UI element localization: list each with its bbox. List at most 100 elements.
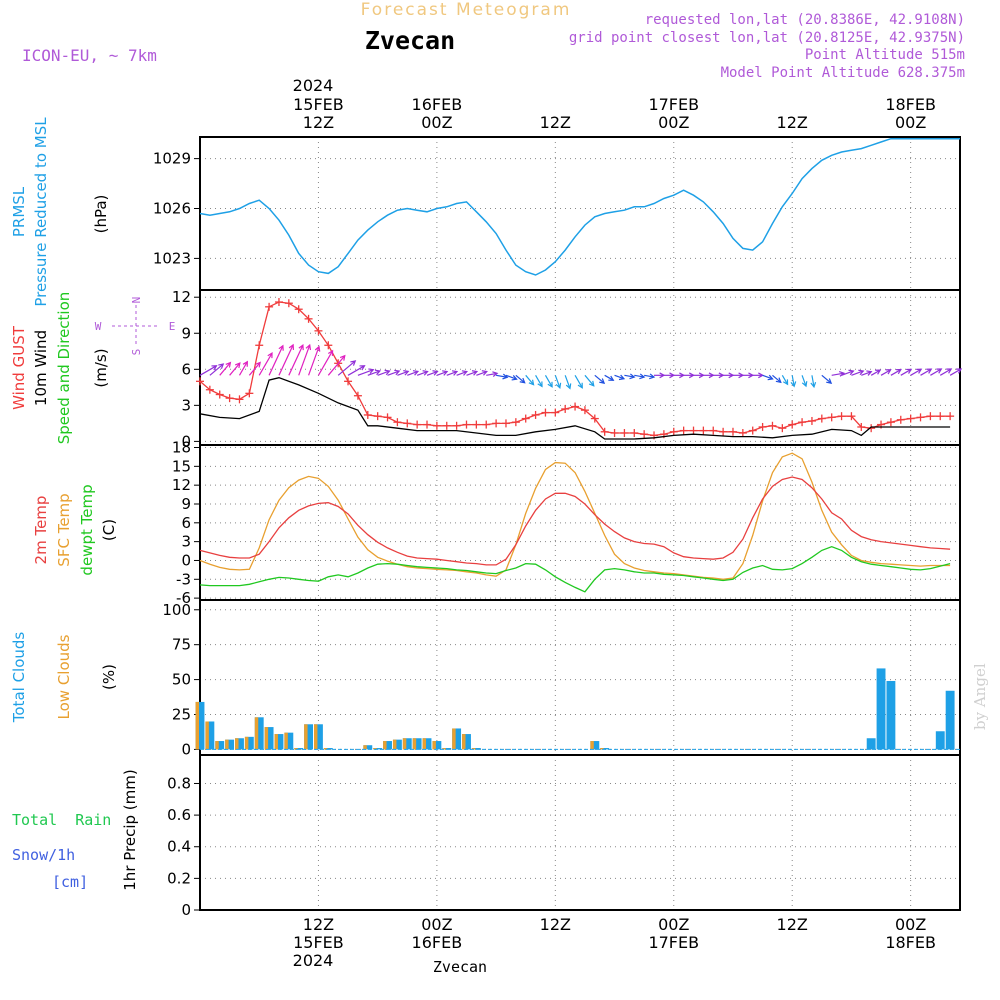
- gust-marker: [215, 390, 224, 399]
- wind-arrow: [790, 375, 797, 388]
- gust-marker: [274, 298, 283, 307]
- total-clouds-bar: [274, 734, 284, 750]
- low-clouds-bar: [412, 738, 417, 750]
- wind-arrow: [762, 374, 774, 381]
- y-tick-label: 6: [181, 514, 191, 532]
- label-prmsl-desc: Pressure Reduced to MSL: [32, 117, 50, 307]
- gust-marker: [719, 427, 728, 436]
- total-clouds-bar: [945, 690, 955, 750]
- gust-line: [199, 301, 951, 437]
- wind-arrow: [810, 375, 817, 389]
- low-clouds-bar: [314, 724, 318, 750]
- total-clouds-bar: [471, 748, 481, 750]
- wind-arrow: [654, 372, 666, 379]
- low-clouds-bar: [225, 739, 229, 750]
- total-clouds-bar: [402, 738, 412, 750]
- gust-marker: [472, 420, 481, 429]
- total-clouds-bar: [314, 724, 323, 750]
- y-tick-label: 9: [181, 324, 191, 342]
- gust-marker: [748, 426, 757, 435]
- wind-arrow: [554, 375, 562, 389]
- panel-frame: [199, 136, 961, 291]
- wind-arrow: [446, 370, 459, 376]
- gust-marker: [344, 377, 353, 386]
- compass-s: S: [130, 349, 143, 356]
- gust-marker: [393, 418, 402, 427]
- wind-panel: 0 3 6 9 12: [172, 288, 963, 450]
- label-total-clouds: Total Clouds: [10, 632, 28, 724]
- total-clouds-bar: [432, 741, 442, 750]
- gust-marker: [413, 420, 422, 429]
- precip-panel: 0 0.2 0.4 0.6 0.8: [167, 754, 961, 919]
- y-tick-label: 1029: [153, 150, 191, 168]
- gust-marker: [432, 421, 441, 430]
- y-tick-label: 9: [181, 495, 191, 513]
- gust-marker: [235, 395, 244, 404]
- compass-e: E: [169, 320, 176, 333]
- low-clouds-bar: [402, 738, 407, 750]
- gust-marker: [511, 418, 520, 427]
- bottom-date-label: 18FEB: [885, 933, 936, 952]
- header-model: ICON-EU, ~ 7km: [22, 46, 157, 65]
- total-clouds-bar: [264, 727, 274, 750]
- header-grid-point: grid point closest lon,lat (20.8125E, 42…: [569, 30, 965, 46]
- gust-marker: [521, 414, 530, 423]
- gust-marker: [551, 408, 560, 417]
- label-wind-gust: Wind GUST: [10, 325, 28, 410]
- header-location: Zvecan: [365, 26, 455, 55]
- gust-marker: [304, 314, 313, 323]
- wind-arrow: [703, 372, 715, 379]
- gust-marker: [353, 391, 362, 400]
- low-clouds-bar: [442, 748, 446, 750]
- label-sfc-temp: SFC Temp: [55, 493, 73, 566]
- gust-marker: [857, 422, 866, 431]
- total-clouds-bar: [195, 701, 205, 750]
- gust-marker: [916, 413, 925, 422]
- watermark: by Angel: [971, 663, 989, 730]
- gust-marker: [314, 326, 323, 335]
- wind-arrow: [357, 368, 375, 376]
- gust-marker: [462, 420, 471, 429]
- gust-marker: [768, 421, 777, 430]
- gust-marker: [788, 420, 797, 429]
- wind-arrow: [535, 375, 543, 388]
- wind-arrow: [890, 368, 902, 376]
- label-prmsl: PRMSL: [10, 186, 28, 237]
- wind-arrow: [723, 372, 735, 379]
- wind-arrow: [397, 370, 410, 376]
- wind-arrow: [238, 360, 248, 376]
- total-clouds-bar: [383, 741, 392, 750]
- low-clouds-bar: [264, 727, 269, 750]
- low-clouds-bar: [363, 745, 367, 750]
- gust-marker: [501, 419, 510, 428]
- y-tick-label: 12: [172, 288, 191, 306]
- total-clouds-bar: [600, 748, 610, 750]
- wind-arrow: [841, 369, 855, 376]
- label-pct: (%): [100, 664, 118, 690]
- top-date-label: 16FEB: [412, 95, 463, 114]
- pressure-line: [199, 137, 960, 276]
- low-clouds-bar: [235, 738, 239, 750]
- bottom-time-label: 00Z: [658, 915, 689, 934]
- bottom-time-label: 12Z: [777, 915, 808, 934]
- y-tick-label: 18: [172, 439, 191, 457]
- bottom-time-label: 12Z: [540, 915, 571, 934]
- wind-arrow: [456, 370, 469, 376]
- wind-arrow: [258, 352, 273, 376]
- wind-arrow: [278, 343, 295, 376]
- header-requested: requested lon,lat (20.8386E, 42.9108N): [645, 12, 965, 28]
- low-clouds-bar: [373, 748, 377, 750]
- wind-arrow: [327, 354, 346, 376]
- gust-marker: [728, 427, 737, 436]
- top-year-label: 2024: [293, 76, 334, 95]
- y-tick-label: 0.8: [167, 774, 191, 792]
- y-tick-label: 3: [181, 396, 191, 414]
- panel-frame: [199, 289, 961, 446]
- wind-arrow: [772, 374, 782, 384]
- gust-marker: [827, 413, 836, 422]
- gust-marker: [946, 412, 955, 421]
- label-wind-dir: Speed and Direction: [55, 292, 73, 445]
- low-clouds-bar: [294, 748, 298, 750]
- gust-marker: [265, 302, 274, 311]
